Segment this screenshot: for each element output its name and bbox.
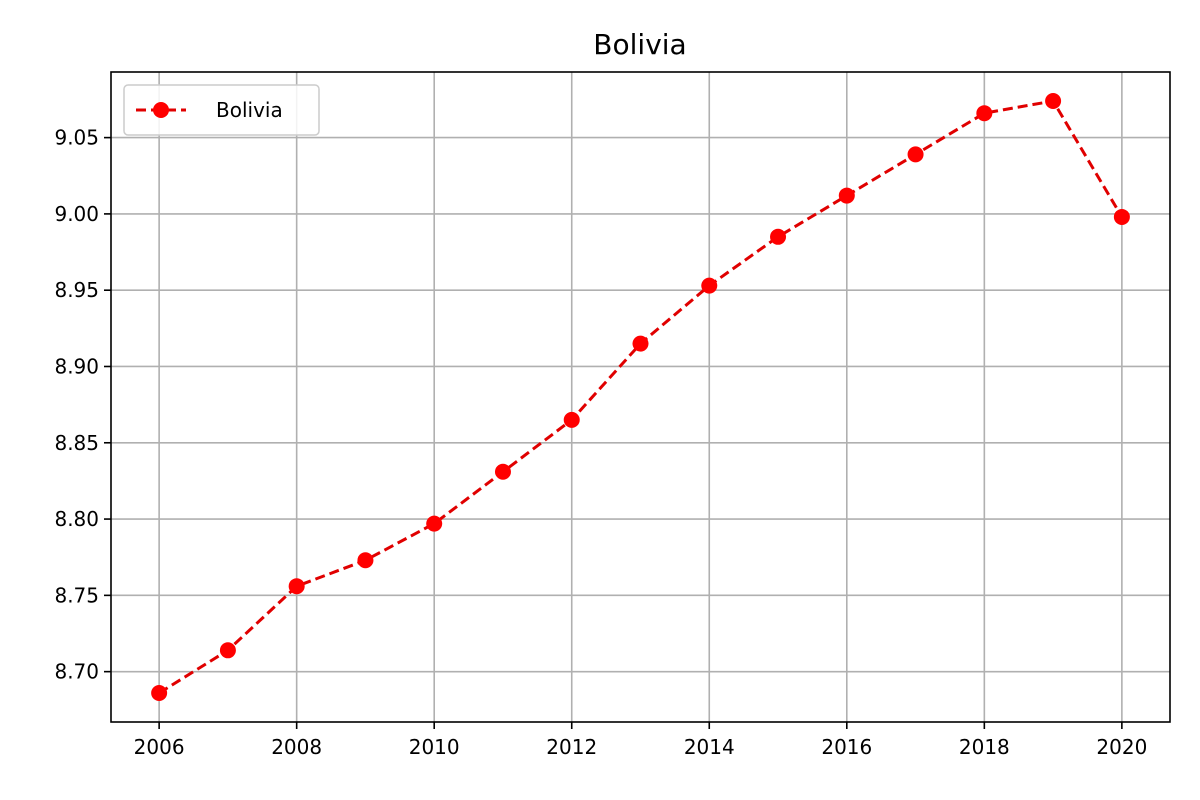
data-point bbox=[494, 463, 511, 480]
legend: Bolivia bbox=[123, 84, 320, 136]
data-point bbox=[563, 411, 580, 428]
data-point bbox=[838, 187, 855, 204]
data-point bbox=[288, 578, 305, 595]
y-tick-label: 8.70 bbox=[54, 660, 99, 684]
x-tick-label: 2020 bbox=[1096, 735, 1147, 759]
x-tick-label: 2006 bbox=[134, 735, 185, 759]
series-line bbox=[158, 99, 1124, 695]
data-point bbox=[219, 642, 236, 659]
x-tick-label: 2010 bbox=[409, 735, 460, 759]
axes-frame bbox=[110, 71, 1171, 723]
data-point bbox=[907, 146, 924, 163]
y-tick-label: 8.95 bbox=[54, 278, 99, 302]
x-tick-label: 2016 bbox=[821, 735, 872, 759]
y-tick-label: 8.75 bbox=[54, 583, 99, 607]
data-point bbox=[426, 515, 443, 532]
y-tick-label: 9.05 bbox=[54, 126, 99, 150]
x-tick-label: 2008 bbox=[271, 735, 322, 759]
data-point bbox=[770, 228, 787, 245]
legend-label: Bolivia bbox=[216, 98, 283, 122]
data-point bbox=[151, 685, 168, 702]
data-point bbox=[701, 277, 718, 294]
x-tick-label: 2018 bbox=[959, 735, 1010, 759]
legend-box bbox=[123, 84, 320, 136]
y-tick-label: 8.80 bbox=[54, 507, 99, 531]
data-point bbox=[1113, 208, 1130, 225]
chart-title: Bolivia bbox=[593, 28, 686, 61]
y-tick-label: 9.00 bbox=[54, 202, 99, 226]
axis-ticks: 2006 2008 2010 2012 2014 2016 2018 2020 8.70 8.75… bbox=[54, 126, 1147, 759]
x-tick-label: 2014 bbox=[684, 735, 735, 759]
x-tick-label: 2012 bbox=[546, 735, 597, 759]
data-point bbox=[1045, 92, 1062, 109]
data-point bbox=[632, 335, 649, 352]
series-layer bbox=[151, 92, 1130, 702]
grid bbox=[111, 72, 1170, 722]
y-tick-label: 8.90 bbox=[54, 354, 99, 378]
data-point bbox=[357, 552, 374, 569]
legend-marker bbox=[153, 102, 169, 118]
y-tick-label: 8.85 bbox=[54, 431, 99, 455]
data-point bbox=[976, 105, 993, 122]
